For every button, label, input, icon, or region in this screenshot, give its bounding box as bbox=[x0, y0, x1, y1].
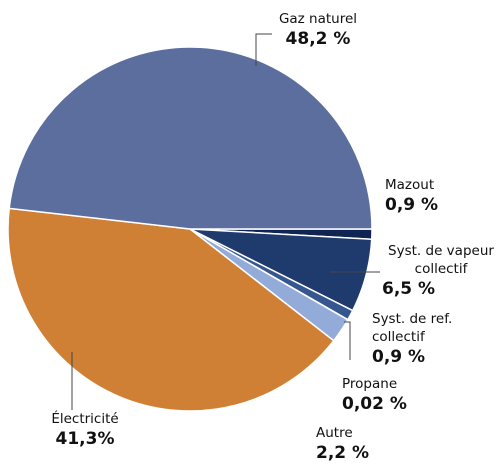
slice-label: Propane 0,02 % bbox=[342, 375, 442, 415]
category-name: Gaz naturel bbox=[278, 11, 358, 27]
slice-label: Autre 2,2 % bbox=[316, 424, 396, 464]
category-name: Autre bbox=[316, 425, 353, 441]
slices bbox=[7, 46, 373, 412]
category-name: Syst. de vapeur collectif bbox=[388, 243, 494, 277]
slice-label: Syst. de vapeur collectif 6,5 % bbox=[382, 242, 500, 300]
value-label: 0,9 % bbox=[385, 195, 439, 215]
value-label: 48,2 % bbox=[285, 29, 351, 49]
value-label: 6,5 % bbox=[382, 279, 436, 299]
category-name: Syst. de ref. collectif bbox=[372, 311, 453, 345]
slice-label: Gaz naturel 48,2 % bbox=[258, 10, 378, 50]
slice bbox=[7, 207, 335, 412]
slice bbox=[8, 46, 373, 230]
slice-label: Électricité 41,3% bbox=[30, 410, 140, 450]
category-name: Électricité bbox=[51, 411, 119, 427]
value-label: 0,02 % bbox=[342, 394, 407, 414]
leader-lines bbox=[71, 33, 380, 410]
category-name: Mazout bbox=[385, 177, 435, 193]
category-name: Propane bbox=[342, 376, 398, 392]
slice-label: Mazout 0,9 % bbox=[385, 176, 495, 216]
leader-line bbox=[344, 321, 351, 360]
value-label: 0,9 % bbox=[372, 347, 426, 367]
leader-line bbox=[255, 33, 272, 66]
value-label: 2,2 % bbox=[316, 443, 370, 463]
value-label: 41,3% bbox=[55, 429, 115, 449]
slice-label: Syst. de ref. collectif 0,9 % bbox=[372, 310, 482, 368]
